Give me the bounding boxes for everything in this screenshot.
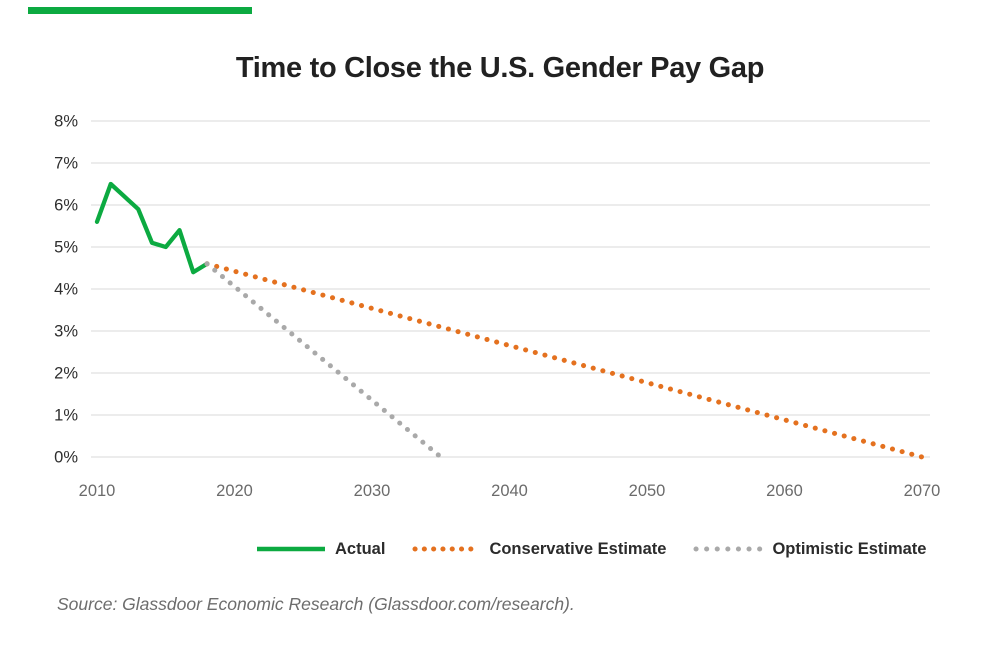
y-axis-tick-label: 2% — [54, 365, 78, 383]
conservative-dotted-swatch-icon — [412, 546, 482, 552]
legend-label-optimistic-estimate: Optimistic Estimate — [772, 539, 927, 558]
series-actual-line — [94, 181, 210, 275]
legend-item-conservative-estimate: Conservative Estimate — [411, 540, 666, 559]
source-attribution: Source: Glassdoor Economic Research (Gla… — [57, 594, 575, 614]
legend-item-optimistic-estimate: Optimistic Estimate — [692, 540, 926, 559]
actual-line-swatch-icon — [257, 546, 325, 552]
y-axis-tick-label: 3% — [54, 323, 78, 341]
legend-label-actual: Actual — [335, 539, 386, 558]
chart-title: Time to Close the U.S. Gender Pay Gap — [235, 52, 765, 84]
x-axis-tick-label: 2040 — [491, 482, 528, 500]
x-axis-tick-label: 2020 — [216, 482, 253, 500]
legend-item-actual: Actual — [255, 540, 385, 559]
optimistic-dotted-swatch-icon — [693, 546, 765, 552]
x-axis-tick-label: 2070 — [904, 482, 941, 500]
y-axis-tick-label: 8% — [54, 113, 78, 131]
y-axis-tick-label: 4% — [54, 281, 78, 299]
chart-legend: Actual Conservative Estimate Optimistic … — [255, 539, 926, 559]
x-axis-tick-label: 2010 — [79, 482, 116, 500]
y-axis-tick-label: 1% — [54, 407, 78, 425]
x-axis-tick-label: 2060 — [766, 482, 803, 500]
y-axis-tick-label: 7% — [54, 155, 78, 173]
y-axis-tick-label: 6% — [54, 197, 78, 215]
x-axis-tick-label: 2030 — [354, 482, 391, 500]
y-axis-tick-label: 0% — [54, 449, 78, 467]
series-optimistic-estimate-line — [204, 261, 444, 460]
x-axis-tick-label: 2050 — [629, 482, 666, 500]
series-conservative-estimate-line — [204, 261, 925, 460]
y-axis-tick-label: 5% — [54, 239, 78, 257]
legend-label-conservative-estimate: Conservative Estimate — [489, 539, 667, 558]
brand-accent-bar — [28, 7, 252, 14]
